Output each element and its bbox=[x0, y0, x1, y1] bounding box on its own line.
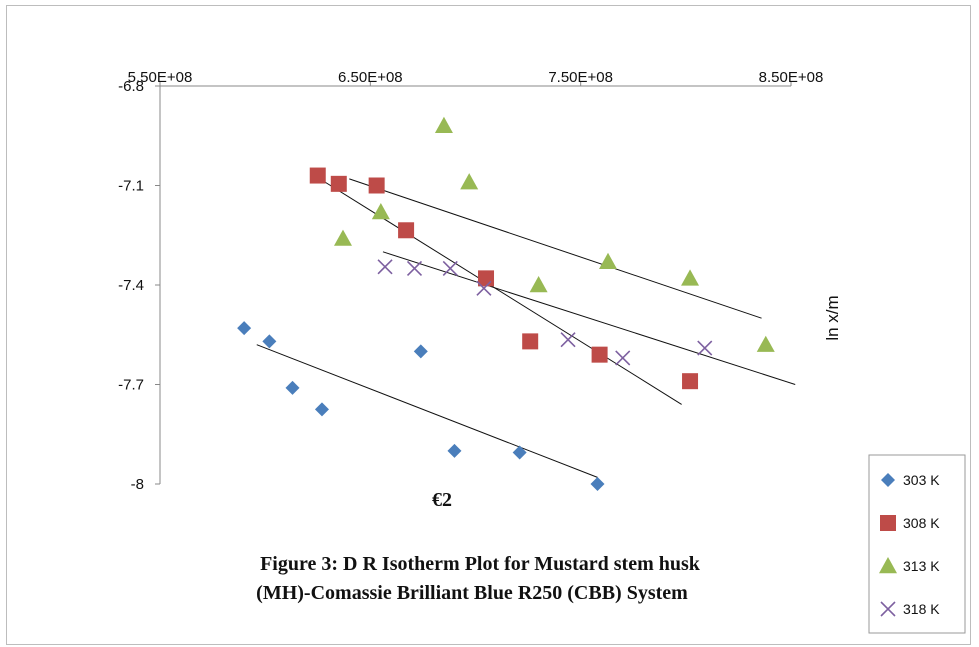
point-313-k bbox=[460, 173, 479, 190]
y-axis-label: ln x/m bbox=[823, 295, 842, 340]
figure-caption-line-2: (MH)-Comassie Brilliant Blue R250 (CBB) … bbox=[256, 582, 688, 604]
x-tick-label: 7.50E+08 bbox=[548, 69, 613, 86]
point-313-k bbox=[599, 252, 618, 269]
legend-marker-308-k bbox=[880, 515, 896, 531]
y-tick-label: -7.4 bbox=[118, 277, 144, 294]
legend: 303 K 308 K 313 K 318 K bbox=[868, 454, 966, 634]
point-308-k bbox=[398, 222, 415, 239]
point-313-k bbox=[529, 276, 548, 293]
point-303-k bbox=[314, 402, 329, 417]
x-tick-label: 8.50E+08 bbox=[759, 69, 824, 86]
chart-axes: 5.50E+08 6.50E+08 7.50E+08 8.50E+08 -6.8 -7.1… bbox=[118, 69, 823, 493]
x-tick-label: 5.50E+08 bbox=[128, 69, 193, 86]
trendline bbox=[349, 178, 762, 319]
trendline bbox=[382, 251, 796, 385]
point-303-k bbox=[413, 344, 428, 359]
point-303-k bbox=[590, 477, 605, 491]
point-318-k bbox=[615, 350, 631, 366]
point-303-k bbox=[285, 380, 300, 395]
point-308-k bbox=[682, 373, 699, 390]
point-308-k bbox=[330, 175, 347, 192]
x-tick-label: 6.50E+08 bbox=[338, 69, 403, 86]
point-318-k bbox=[697, 340, 713, 356]
point-313-k bbox=[681, 269, 700, 286]
x-axis-label: €2 bbox=[432, 489, 452, 511]
point-313-k bbox=[371, 203, 390, 220]
legend-marker-318-k bbox=[880, 601, 896, 617]
point-313-k bbox=[434, 116, 453, 133]
point-308-k bbox=[368, 177, 385, 194]
point-308-k bbox=[309, 167, 326, 184]
legend-marker-303-k bbox=[881, 473, 895, 487]
point-303-k bbox=[512, 445, 527, 460]
y-tick-label: -6.8 bbox=[118, 78, 144, 95]
legend-label-313-k: 313 K bbox=[903, 558, 940, 574]
legend-marker-313-k bbox=[879, 557, 897, 574]
data-points bbox=[237, 116, 775, 491]
point-308-k bbox=[591, 346, 608, 363]
point-303-k bbox=[447, 443, 462, 458]
point-318-k bbox=[476, 280, 492, 296]
point-313-k bbox=[333, 229, 352, 246]
point-308-k bbox=[522, 333, 539, 350]
legend-label-318-k: 318 K bbox=[903, 601, 940, 617]
point-318-k bbox=[560, 332, 576, 348]
y-tick-label: -7.7 bbox=[118, 377, 144, 394]
trendline bbox=[256, 344, 598, 478]
figure-caption-line-1: Figure 3: D R Isotherm Plot for Mustard … bbox=[260, 553, 701, 575]
y-tick-label: -8 bbox=[131, 476, 144, 493]
legend-label-308-k: 308 K bbox=[903, 515, 940, 531]
y-tick-label: -7.1 bbox=[118, 178, 144, 195]
chart-border bbox=[6, 5, 971, 645]
legend-label-303-k: 303 K bbox=[903, 472, 940, 488]
point-303-k bbox=[262, 334, 277, 349]
legend-box bbox=[868, 454, 966, 634]
trendlines bbox=[256, 178, 796, 478]
point-318-k bbox=[377, 259, 393, 275]
point-303-k bbox=[237, 321, 252, 336]
point-318-k bbox=[442, 260, 458, 276]
point-318-k bbox=[406, 260, 423, 276]
trendline bbox=[319, 178, 682, 405]
point-313-k bbox=[756, 335, 775, 352]
